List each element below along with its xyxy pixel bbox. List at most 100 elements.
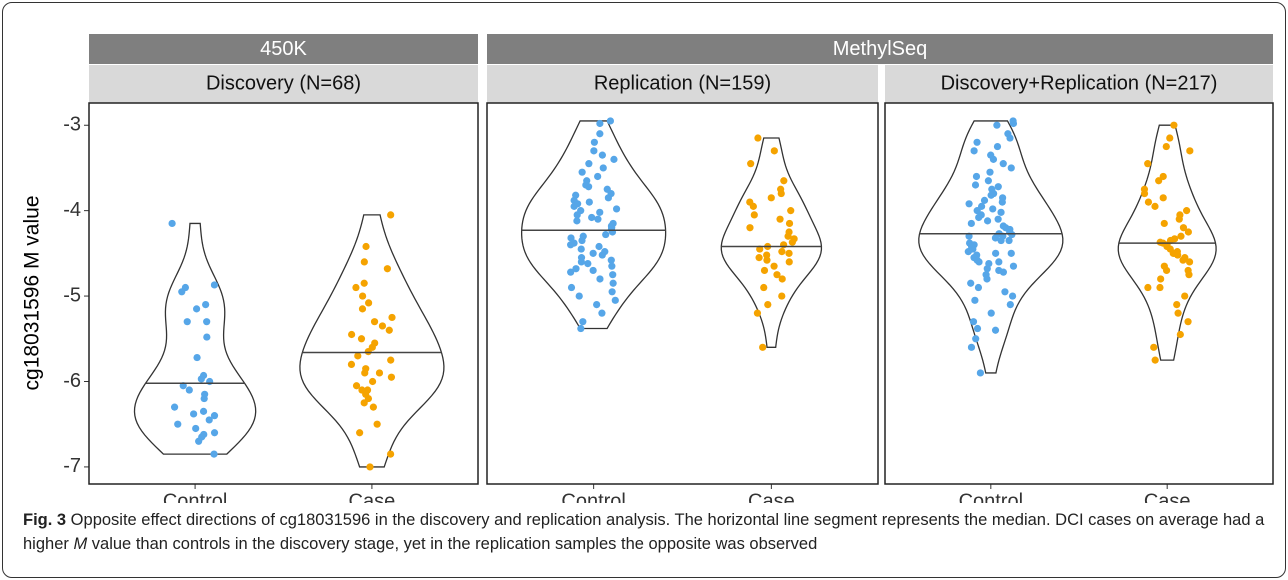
point	[594, 215, 602, 223]
point	[1157, 275, 1165, 283]
point	[575, 292, 583, 300]
point	[387, 211, 395, 219]
point	[989, 155, 998, 163]
point	[206, 377, 214, 386]
point	[595, 242, 603, 251]
caption-italic: M	[73, 535, 88, 553]
point	[1184, 228, 1192, 236]
point	[998, 198, 1006, 206]
point	[975, 213, 983, 222]
x-tick-label: Case	[748, 490, 795, 503]
caption-text: Opposite effect directions of cg18031596…	[23, 511, 1265, 553]
point	[984, 177, 992, 185]
point	[785, 258, 793, 266]
point	[596, 275, 604, 283]
point	[1174, 309, 1182, 317]
point	[590, 138, 598, 146]
point	[373, 420, 381, 428]
point	[203, 318, 211, 326]
point	[746, 224, 754, 232]
point	[585, 198, 593, 206]
point	[1007, 249, 1015, 257]
point	[352, 283, 360, 292]
point	[1176, 330, 1184, 339]
point	[976, 369, 984, 377]
point	[599, 164, 607, 172]
point	[359, 292, 367, 300]
point	[602, 230, 610, 239]
point	[170, 403, 179, 411]
point	[578, 236, 586, 245]
point	[364, 347, 372, 356]
panel-strip	[89, 65, 478, 103]
point	[193, 353, 201, 362]
point	[973, 138, 981, 146]
point	[368, 377, 377, 386]
y-tick-label: -3	[63, 113, 81, 135]
x-tick-label: Case	[1144, 490, 1191, 503]
point	[989, 205, 997, 213]
point	[773, 271, 781, 279]
point	[975, 258, 983, 266]
point	[747, 160, 755, 168]
point	[606, 117, 615, 125]
point	[972, 335, 980, 343]
point	[210, 450, 218, 458]
point	[190, 410, 198, 418]
point	[202, 301, 210, 309]
point	[755, 254, 763, 262]
point	[763, 251, 771, 259]
point	[608, 228, 617, 236]
point	[383, 265, 392, 273]
point	[195, 437, 203, 445]
point	[1185, 258, 1194, 266]
point	[360, 258, 368, 266]
panel-frame	[486, 102, 879, 485]
point	[572, 265, 580, 273]
point	[365, 299, 373, 307]
point	[210, 429, 219, 437]
point	[1183, 207, 1191, 215]
point	[387, 373, 396, 381]
panel-strip	[487, 65, 878, 103]
caption: Fig. 3 Opposite effect directions of cg1…	[23, 508, 1273, 556]
point	[777, 189, 785, 198]
point	[357, 335, 366, 343]
point	[1005, 236, 1013, 245]
point	[999, 268, 1007, 276]
point	[1170, 121, 1178, 129]
y-tick-label: -5	[63, 284, 81, 306]
y-tick-label: -4	[63, 199, 81, 221]
y-tick-label: -7	[63, 455, 81, 477]
point	[567, 241, 575, 249]
point	[360, 399, 368, 407]
panel-title: Discovery+Replication (N=217)	[941, 72, 1218, 94]
point	[754, 134, 762, 142]
point	[205, 416, 213, 424]
violin	[720, 137, 823, 348]
point	[1184, 318, 1192, 326]
point	[589, 266, 597, 275]
point	[567, 268, 575, 276]
point	[1166, 134, 1174, 142]
caption-text: value than controls in the discovery sta…	[87, 535, 818, 553]
point	[199, 407, 208, 415]
point	[1008, 230, 1016, 239]
point	[609, 271, 617, 279]
point	[203, 333, 211, 341]
point	[598, 251, 606, 259]
point	[360, 279, 368, 287]
point	[388, 313, 396, 322]
point	[348, 330, 356, 339]
point	[760, 283, 768, 292]
point	[993, 121, 1001, 129]
x-tick-label: Case	[349, 490, 396, 503]
point	[1009, 262, 1018, 270]
point	[1159, 194, 1167, 202]
point	[971, 296, 979, 304]
point	[347, 360, 356, 369]
point	[577, 245, 585, 253]
point	[594, 172, 602, 181]
point	[375, 369, 384, 377]
point	[386, 450, 395, 458]
